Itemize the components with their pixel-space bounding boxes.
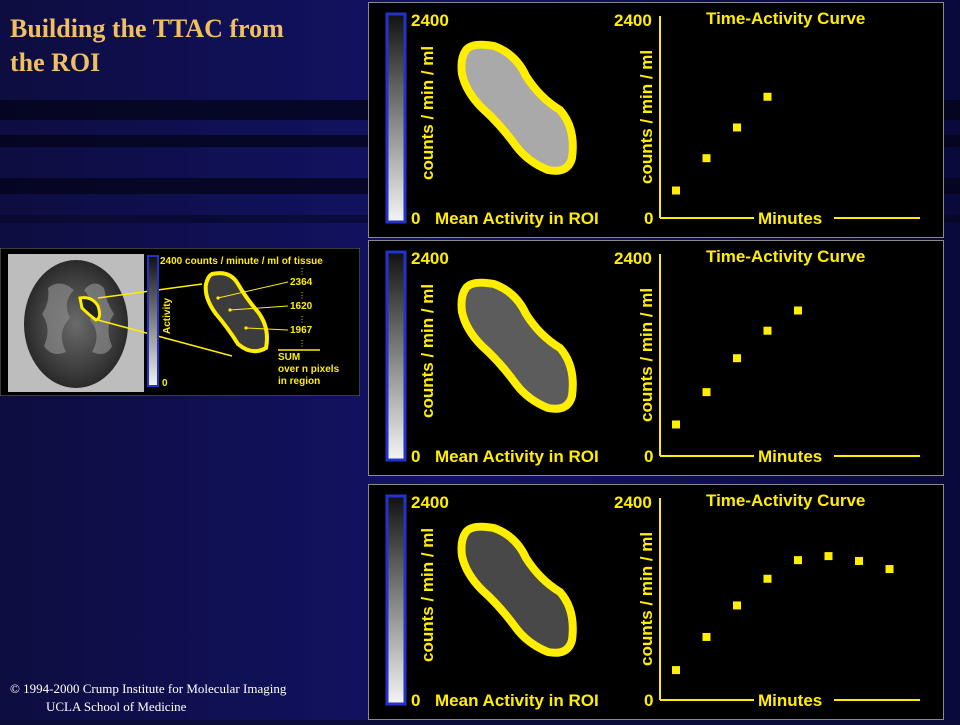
tac-data-point — [824, 552, 833, 561]
tac-data-point — [672, 420, 680, 429]
tac-ytick-min: 0 — [644, 447, 653, 466]
tac-title: Time-Activity Curve — [706, 9, 865, 28]
inset-scale-min: 0 — [162, 378, 168, 389]
ellipsis-dots: ⋮ — [298, 339, 306, 348]
inset-header: 2400 counts / minute / ml of tissue — [160, 256, 323, 267]
pixel-leader-line — [245, 327, 289, 331]
tac-ylabel: counts / min / ml — [637, 532, 656, 666]
tac-data-point — [733, 354, 741, 363]
roi-ylabel: counts / min / ml — [418, 46, 437, 180]
tac-ylabel: counts / min / ml — [637, 288, 656, 422]
brain-roi-outline — [78, 296, 102, 322]
slide-title: Building the TTAC from the ROI — [10, 12, 360, 80]
inset-activity-label: Activity — [162, 297, 173, 334]
copyright-line2: UCLA School of Medicine — [46, 699, 187, 714]
tac-data-point — [763, 326, 772, 335]
tac-data-point — [855, 556, 863, 565]
copyright-line1: © 1994-2000 Crump Institute for Molecula… — [10, 681, 287, 696]
activity-scale-bar — [385, 494, 407, 706]
tac-data-point — [702, 154, 711, 163]
brain-gray-matter — [42, 283, 74, 354]
roi-ylabel: counts / min / ml — [418, 284, 437, 418]
tac-ytick-min: 0 — [644, 691, 653, 710]
scale-min-label: 0 — [411, 209, 420, 228]
tac-xlabel: Minutes — [758, 209, 822, 228]
pixel-leader-line — [229, 305, 289, 311]
tac-data-point — [733, 123, 741, 132]
tac-xlabel: Minutes — [758, 447, 822, 466]
slide-title-line2: the ROI — [10, 48, 101, 77]
panel-frame — [367, 1, 945, 239]
tac-data-point — [763, 92, 772, 101]
roi-inset-figure: Activity 0 2400 counts / minute / ml of … — [0, 247, 361, 397]
tac-data-point — [672, 186, 680, 195]
pixel-leader-line — [217, 281, 289, 299]
copyright-notice: © 1994-2000 Crump Institute for Molecula… — [10, 680, 286, 716]
scale-max-label: 2400 — [411, 493, 449, 512]
zoomed-roi-shape — [203, 271, 269, 354]
zoom-line-bottom — [97, 319, 233, 357]
roi-shape — [457, 278, 577, 413]
roi-xlabel: Mean Activity in ROI — [435, 209, 599, 228]
tac-panel-svg: 2400 0 counts / min / ml Mean Activity i… — [367, 239, 945, 477]
ellipsis-dots: ⋮ — [298, 267, 306, 276]
tac-panel-2: 2400 0 counts / min / ml Mean Activity i… — [367, 239, 945, 477]
activity-scale-bar — [385, 12, 407, 224]
roi-xlabel: Mean Activity in ROI — [435, 447, 599, 466]
pixel-value-1: 2364 — [290, 277, 313, 288]
tac-panel-svg: 2400 0 counts / min / ml Mean Activity i… — [367, 483, 945, 721]
ellipsis-dots: ⋮ — [298, 315, 306, 324]
tac-title: Time-Activity Curve — [706, 491, 865, 510]
tac-ylabel: counts / min / ml — [637, 50, 656, 184]
sum-label: SUM — [278, 352, 300, 363]
tac-panel-3: 2400 0 counts / min / ml Mean Activity i… — [367, 483, 945, 721]
sum-label-line3: in region — [278, 376, 320, 387]
panel-frame — [367, 483, 945, 721]
scale-min-label: 0 — [411, 691, 420, 710]
tac-ytick-max: 2400 — [614, 11, 652, 30]
roi-xlabel: Mean Activity in ROI — [435, 691, 599, 710]
tac-ytick-max: 2400 — [614, 249, 652, 268]
tac-data-point — [885, 565, 894, 574]
tac-data-point — [794, 306, 802, 315]
tac-title: Time-Activity Curve — [706, 247, 865, 266]
ellipsis-dots: ⋮ — [298, 291, 306, 300]
tac-data-point — [702, 388, 711, 397]
pixel-value-2: 1620 — [290, 301, 313, 312]
tac-data-point — [794, 556, 802, 565]
roi-shape — [457, 40, 577, 175]
sum-label-line2: over n pixels — [278, 364, 340, 375]
inset-activity-scale-bar — [147, 255, 159, 387]
tac-xlabel: Minutes — [758, 691, 822, 710]
pixel-value-3: 1967 — [290, 325, 313, 336]
slide-title-line1: Building the TTAC from — [10, 14, 284, 43]
roi-ylabel: counts / min / ml — [418, 528, 437, 662]
activity-scale-bar — [385, 250, 407, 462]
roi-shape — [457, 522, 577, 657]
scale-min-label: 0 — [411, 447, 420, 466]
tac-data-point — [672, 666, 680, 675]
tac-data-point — [763, 574, 772, 583]
tac-panel-svg: 2400 0 counts / min / ml Mean Activity i… — [367, 1, 945, 239]
tac-panel-1: 2400 0 counts / min / ml Mean Activity i… — [367, 1, 945, 239]
roi-inset-svg: Activity 0 2400 counts / minute / ml of … — [0, 247, 361, 397]
scale-max-label: 2400 — [411, 249, 449, 268]
scale-max-label: 2400 — [411, 11, 449, 30]
panel-frame — [367, 239, 945, 477]
tac-ytick-max: 2400 — [614, 493, 652, 512]
tac-data-point — [702, 632, 711, 641]
tac-data-point — [733, 601, 741, 610]
tac-ytick-min: 0 — [644, 209, 653, 228]
